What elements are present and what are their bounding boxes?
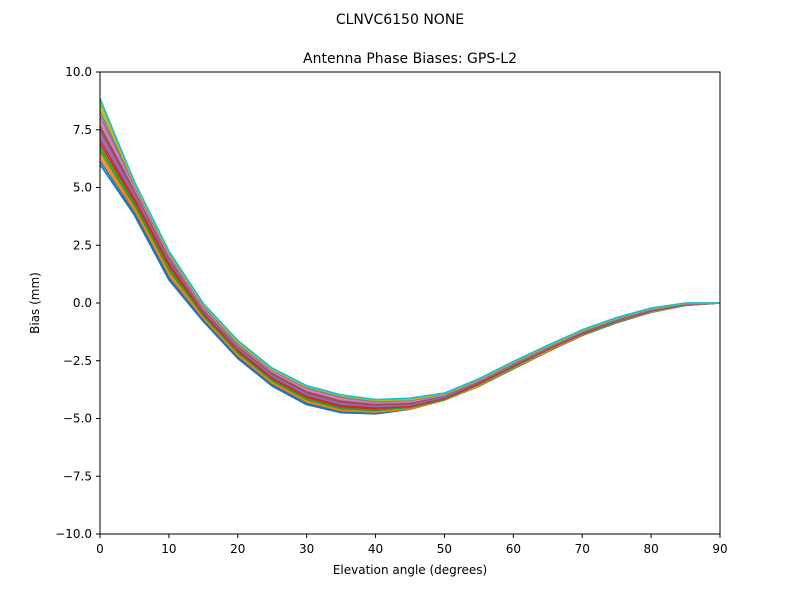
x-tick-label: 30 bbox=[299, 542, 314, 556]
x-tick-label: 80 bbox=[643, 542, 658, 556]
series-line-15 bbox=[99, 132, 721, 408]
y-tick-label: −2.5 bbox=[63, 354, 92, 368]
chart-title: Antenna Phase Biases: GPS-L2 bbox=[303, 51, 517, 67]
y-axis-label: Bias (mm) bbox=[28, 272, 42, 334]
series-line-6 bbox=[99, 129, 721, 407]
y-tick-label: −5.0 bbox=[63, 412, 92, 426]
x-tick-label: 70 bbox=[575, 542, 590, 556]
series-line-18 bbox=[99, 110, 721, 403]
series-line-3 bbox=[99, 150, 721, 413]
y-tick-label: 10.0 bbox=[65, 65, 92, 79]
series-line-9 bbox=[99, 106, 721, 402]
series-line-4 bbox=[99, 143, 721, 411]
y-tick-label: −10.0 bbox=[55, 527, 92, 541]
series-line-14 bbox=[99, 139, 721, 409]
y-tick-label: 0.0 bbox=[73, 296, 92, 310]
chart-suptitle: CLNVC6150 NONE bbox=[336, 12, 464, 28]
x-axis-label: Elevation angle (degrees) bbox=[333, 563, 487, 577]
series-line-7 bbox=[99, 122, 721, 405]
series-line-13 bbox=[99, 146, 721, 412]
y-axis-ticks: 10.0 7.5 5.0 2.5 0.0 −2.5 −5.0 −7.5 −10.0 bbox=[55, 65, 100, 541]
series-line-16 bbox=[99, 125, 721, 406]
series-line-10 bbox=[99, 99, 721, 401]
y-tick-label: 2.5 bbox=[73, 238, 92, 252]
series-line-20 bbox=[99, 98, 720, 401]
x-axis-ticks: 0 10 20 30 40 50 60 70 80 90 bbox=[96, 534, 728, 556]
series-line-8 bbox=[99, 115, 721, 404]
x-tick-label: 0 bbox=[96, 542, 104, 556]
series-line-5 bbox=[99, 136, 721, 408]
series-line-2 bbox=[99, 157, 721, 414]
series-line-19 bbox=[99, 102, 721, 402]
series-layer bbox=[99, 98, 721, 415]
y-tick-label: 7.5 bbox=[73, 123, 92, 137]
series-line-12 bbox=[99, 153, 721, 413]
x-tick-label: 40 bbox=[368, 542, 383, 556]
series-line-17 bbox=[99, 119, 721, 404]
y-tick-label: 5.0 bbox=[73, 181, 92, 195]
x-tick-label: 20 bbox=[230, 542, 245, 556]
x-tick-label: 90 bbox=[712, 542, 727, 556]
x-tick-label: 60 bbox=[506, 542, 521, 556]
y-tick-label: −7.5 bbox=[63, 469, 92, 483]
x-tick-label: 50 bbox=[437, 542, 452, 556]
x-tick-label: 10 bbox=[161, 542, 176, 556]
